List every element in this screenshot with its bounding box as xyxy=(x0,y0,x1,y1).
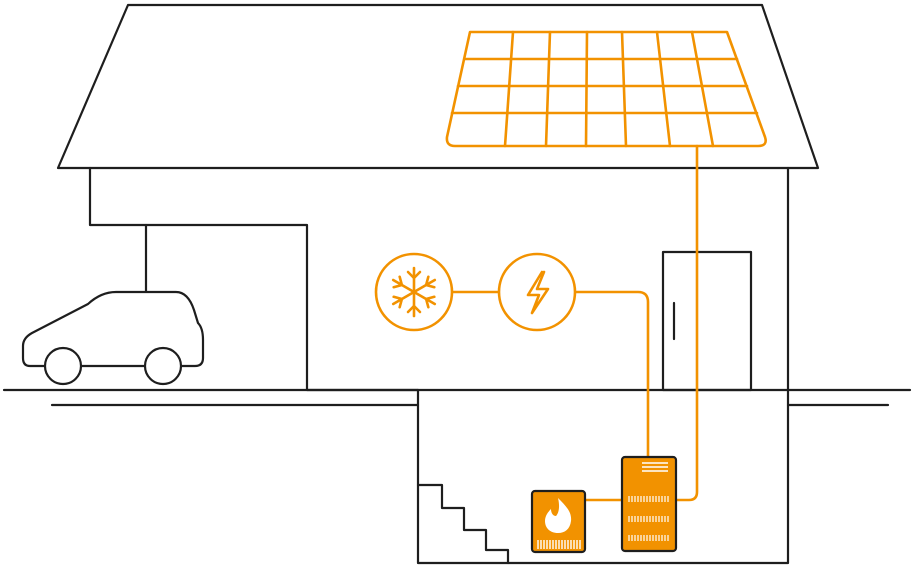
snowflake-icon xyxy=(374,252,454,332)
inverter-unit xyxy=(620,455,678,553)
solar-panel-frame xyxy=(445,30,767,148)
basement xyxy=(416,388,790,565)
lightning-bolt-icon xyxy=(497,252,577,332)
lightning-circle xyxy=(497,252,577,332)
solar-grid-col xyxy=(544,30,552,148)
house-walls xyxy=(88,166,790,392)
roof xyxy=(56,3,820,170)
inverter-body xyxy=(620,455,678,553)
solar-panel xyxy=(445,30,767,148)
door xyxy=(661,250,753,392)
basement-stairs xyxy=(416,483,510,565)
lightning-bolt xyxy=(526,270,550,315)
ground xyxy=(2,388,912,407)
flame-icon xyxy=(545,498,572,533)
solar-grid-col xyxy=(503,30,515,148)
car xyxy=(21,290,205,386)
heating-boiler xyxy=(530,489,587,554)
energy-connections xyxy=(451,144,699,502)
solar-grid-col xyxy=(655,30,672,148)
inverter-top-vents xyxy=(642,462,668,472)
solar-grid-col xyxy=(620,30,628,148)
snowflake-circle xyxy=(374,252,454,332)
basement-walls xyxy=(416,388,790,565)
inverter-vent-grilles xyxy=(628,496,669,541)
solar-grid-col xyxy=(584,30,589,148)
car-wheel-front xyxy=(43,346,83,386)
boiler-vents xyxy=(537,540,581,549)
car-body xyxy=(21,290,205,368)
house xyxy=(56,3,820,392)
snowflake-arms xyxy=(391,266,437,318)
car-wheel-rear xyxy=(143,346,183,386)
solar-to-inverter-line xyxy=(674,144,699,502)
power-to-inverter-line xyxy=(574,290,650,459)
solar-grid-col xyxy=(690,30,715,148)
